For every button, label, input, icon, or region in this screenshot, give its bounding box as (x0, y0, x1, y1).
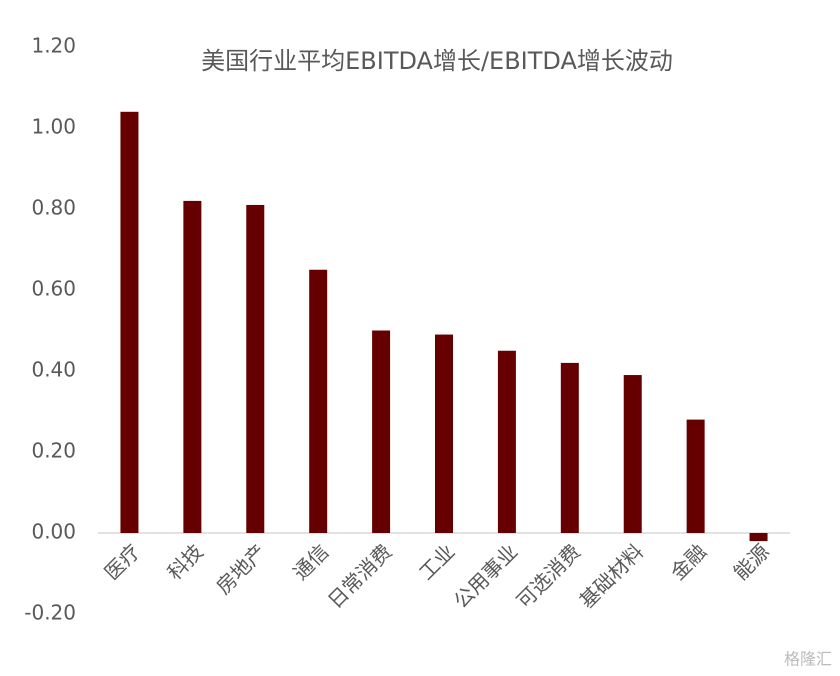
y-tick-label: 0.60 (31, 277, 76, 301)
x-tick-label: 科技 (163, 539, 208, 584)
bar (120, 111, 139, 534)
bar (749, 533, 768, 542)
bar (309, 269, 328, 533)
y-tick-label: 0.20 (31, 439, 76, 463)
x-tick-label: 金融 (666, 539, 711, 584)
x-tick-label: 公用事业 (449, 539, 523, 613)
bar (623, 375, 642, 533)
bar (435, 334, 453, 533)
bar (560, 362, 579, 533)
bar (497, 350, 516, 533)
x-tick-label: 工业 (414, 539, 459, 584)
x-tick-label: 基础材料 (575, 539, 649, 613)
x-tick-label: 医疗 (100, 539, 145, 584)
x-tick-label: 房地产 (211, 539, 270, 598)
bar (183, 200, 202, 533)
y-tick-label: 0.00 (31, 520, 76, 544)
y-tick-label: -0.20 (24, 601, 76, 625)
bar (246, 204, 265, 533)
y-tick-label: 0.80 (31, 196, 76, 220)
chart-title: 美国行业平均EBITDA增长/EBITDA增长波动 (201, 47, 673, 75)
y-tick-label: 0.40 (31, 358, 76, 382)
x-tick-label: 能源 (729, 539, 774, 584)
x-tick-label: 通信 (288, 539, 333, 584)
x-tick-label: 日常消费 (323, 539, 397, 613)
y-tick-label: 1.20 (31, 34, 76, 58)
bar (686, 419, 705, 533)
bar (372, 330, 391, 533)
watermark: 格隆汇 (784, 650, 832, 669)
y-tick-label: 1.00 (31, 115, 76, 139)
x-tick-label: 可选消费 (512, 539, 586, 613)
